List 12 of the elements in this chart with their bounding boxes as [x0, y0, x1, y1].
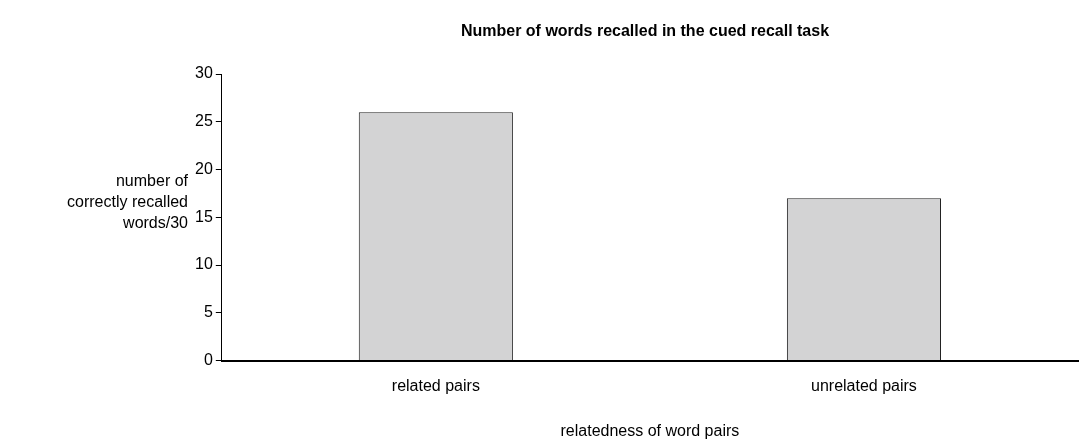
y-tick-label: 15 [195, 207, 213, 225]
y-tick-label: 5 [203, 303, 213, 321]
y-axis-title: number of correctly recalled words/30 [66, 171, 188, 233]
y-tick-label: 20 [195, 159, 213, 177]
x-axis-title: relatedness of word pairs [560, 421, 740, 439]
y-tick-label: 0 [203, 351, 213, 369]
y-tick-label: 30 [195, 64, 213, 82]
chart-title: Number of words recalled in the cued recall task [459, 22, 831, 40]
x-tick-label: unrelated pairs [811, 376, 917, 394]
y-tick-label: 10 [195, 255, 213, 273]
y-tick-label: 25 [195, 112, 213, 130]
x-tick-label: related pairs [391, 376, 480, 394]
